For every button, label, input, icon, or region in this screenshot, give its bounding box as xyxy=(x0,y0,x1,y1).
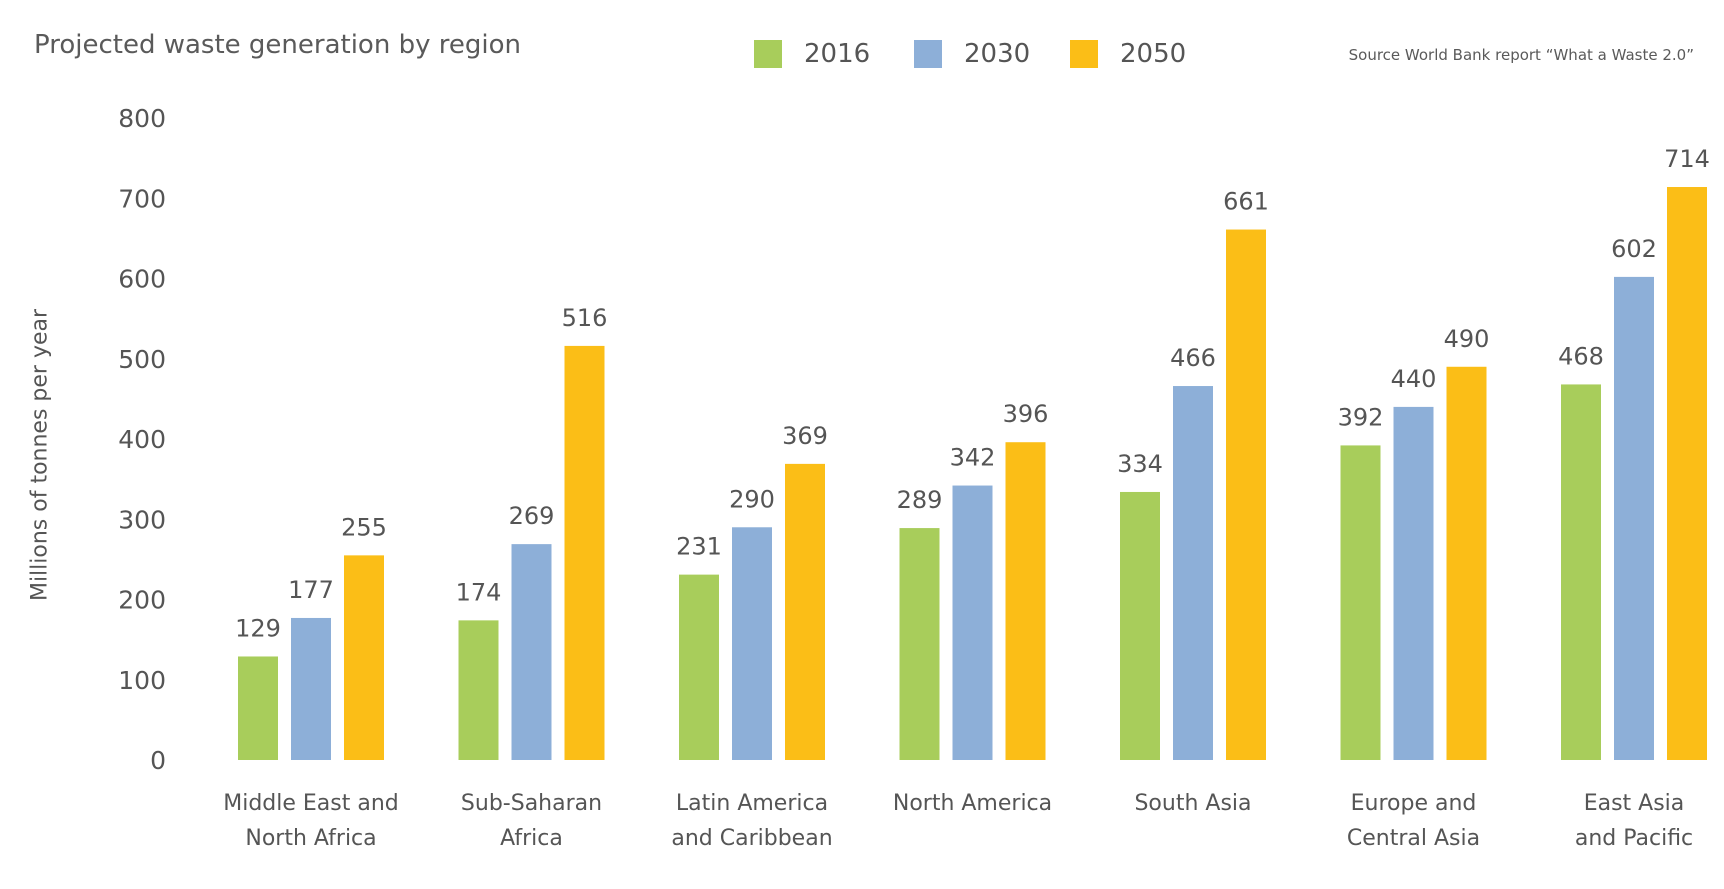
bar-2016 xyxy=(1340,445,1381,760)
data-label: 714 xyxy=(1664,145,1710,173)
bar-2030 xyxy=(1393,406,1434,760)
bar-2030 xyxy=(1614,276,1654,760)
y-tick-label: 800 xyxy=(118,104,166,133)
data-label: 177 xyxy=(288,576,334,604)
bar-2050 xyxy=(564,345,605,760)
data-label: 602 xyxy=(1611,235,1657,263)
legend-item-2016: 2016 xyxy=(754,34,870,74)
bar-2050 xyxy=(1446,366,1487,760)
bar-2016 xyxy=(458,620,499,760)
legend-label-2050: 2050 xyxy=(1120,39,1187,69)
y-tick-label: 300 xyxy=(118,505,166,534)
y-tick-label: 500 xyxy=(118,345,166,374)
x-category-label: Sub-Saharan Africa xyxy=(461,791,602,851)
y-tick-label: 400 xyxy=(118,425,166,454)
y-tick-label: 0 xyxy=(150,746,166,775)
bar-2016 xyxy=(679,574,719,760)
bar-2050 xyxy=(1005,442,1046,760)
legend-swatch-2016 xyxy=(754,40,782,68)
data-label: 269 xyxy=(509,502,555,530)
x-category-label: East Asia and Pacific xyxy=(1575,791,1693,851)
data-label: 490 xyxy=(1444,325,1490,353)
data-label: 289 xyxy=(897,486,943,514)
bar-2050 xyxy=(1226,229,1266,761)
legend-item-2030: 2030 xyxy=(914,34,1030,74)
bar-2050 xyxy=(1667,187,1707,760)
legend-swatch-2050 xyxy=(1070,40,1098,68)
x-category-label: Middle East and North Africa xyxy=(223,791,399,851)
legend-swatch-2030 xyxy=(914,40,942,68)
data-label: 290 xyxy=(729,485,775,513)
bar-2016 xyxy=(1120,491,1160,760)
y-tick-label: 200 xyxy=(118,586,166,615)
data-label: 392 xyxy=(1338,403,1384,431)
x-category-label: Latin America and Caribbean xyxy=(671,791,832,851)
data-label: 174 xyxy=(456,578,502,606)
y-tick-label: 100 xyxy=(118,666,166,695)
data-label: 661 xyxy=(1223,188,1269,216)
legend-label-2030: 2030 xyxy=(964,39,1031,69)
legend-item-2050: 2050 xyxy=(1070,34,1186,74)
chart-title: Projected waste generation by region xyxy=(34,30,521,60)
bar-2016 xyxy=(899,528,940,760)
data-label: 516 xyxy=(562,304,608,332)
y-tick-label: 600 xyxy=(118,265,166,294)
data-label: 396 xyxy=(1003,400,1049,428)
source-note: Source World Bank report “What a Waste 2… xyxy=(1348,46,1694,64)
x-category-label: South Asia xyxy=(1134,791,1251,816)
data-label: 369 xyxy=(782,422,828,450)
data-label: 440 xyxy=(1391,365,1437,393)
x-category-label: North America xyxy=(893,791,1052,816)
data-label: 129 xyxy=(235,614,281,642)
x-category-label: Europe and Central Asia xyxy=(1347,791,1480,851)
bar-2030 xyxy=(511,544,552,760)
bar-2016 xyxy=(238,656,278,760)
bar-2030 xyxy=(291,617,331,760)
bar-2050 xyxy=(785,463,825,760)
legend-label-2016: 2016 xyxy=(804,39,871,69)
bar-2030 xyxy=(1173,386,1213,760)
bar-2030 xyxy=(952,485,993,760)
data-label: 334 xyxy=(1117,450,1163,478)
bar-2016 xyxy=(1561,384,1601,760)
data-label: 342 xyxy=(950,444,996,472)
data-label: 255 xyxy=(341,513,387,541)
y-tick-label: 700 xyxy=(118,184,166,213)
data-label: 466 xyxy=(1170,344,1216,372)
bar-2030 xyxy=(732,527,772,760)
data-label: 231 xyxy=(676,533,722,561)
bar-2050 xyxy=(344,555,384,760)
data-label: 468 xyxy=(1558,342,1604,370)
